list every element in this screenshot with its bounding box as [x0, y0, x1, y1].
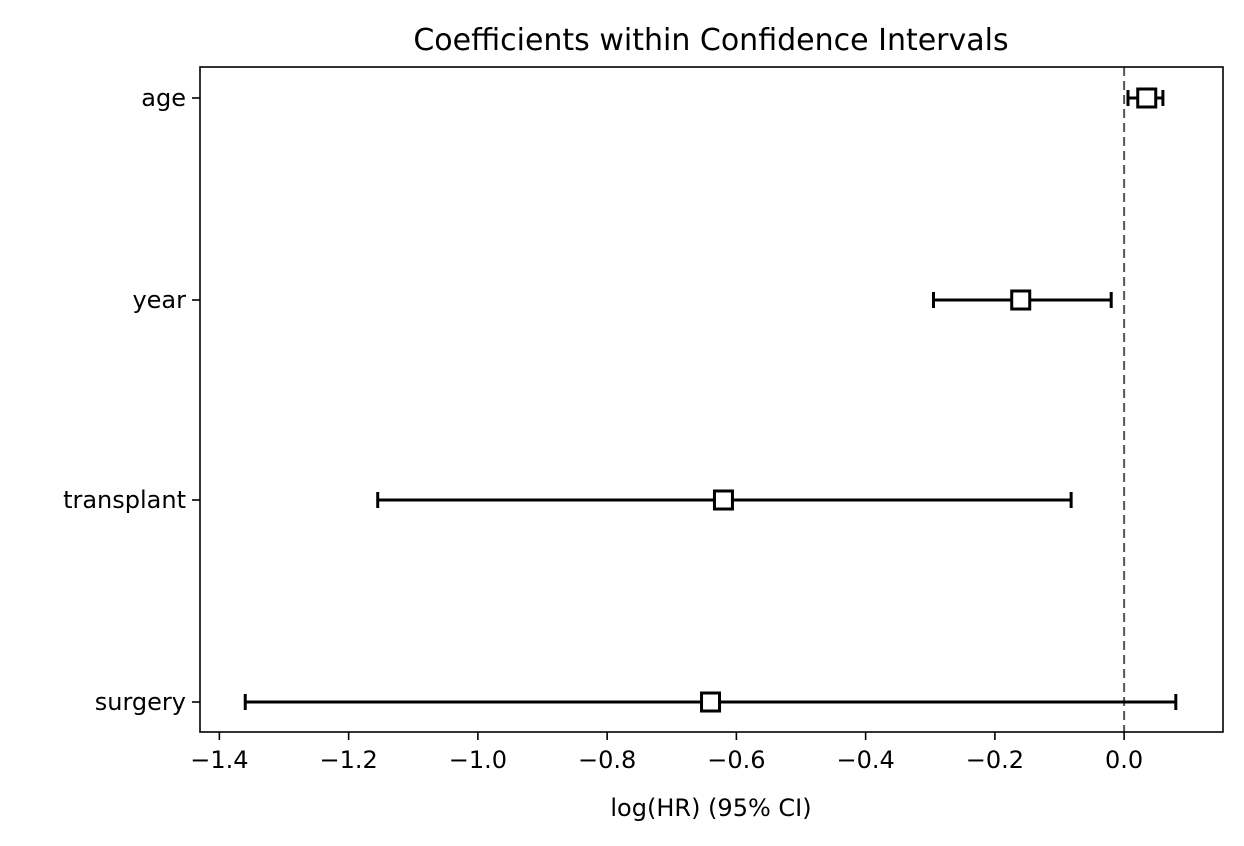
y-tick-label-year: year	[132, 286, 186, 314]
y-tick-label-surgery: surgery	[95, 688, 186, 716]
x-tick-label: −1.2	[319, 746, 377, 774]
x-tick-label: −0.6	[707, 746, 765, 774]
y-tick-label-transplant: transplant	[63, 486, 186, 514]
coef-marker-age	[1136, 87, 1158, 109]
x-tick-label: −1.4	[190, 746, 248, 774]
x-tick-label: −1.0	[449, 746, 507, 774]
x-axis-label: log(HR) (95% CI)	[610, 794, 811, 822]
errorbar-year	[931, 289, 1113, 311]
plot-frame	[199, 66, 1224, 733]
errorbar-transplant	[376, 489, 1073, 511]
y-tick-label-age: age	[141, 84, 186, 112]
coef-marker-transplant	[712, 489, 734, 511]
errorbar-age	[1126, 87, 1165, 109]
coef-marker-year	[1010, 289, 1032, 311]
errorbar-surgery	[243, 691, 1178, 713]
chart-title: Coefficients within Confidence Intervals	[413, 23, 1008, 58]
x-tick-label: −0.2	[966, 746, 1024, 774]
x-tick-label: 0.0	[1105, 746, 1143, 774]
x-tick-label: −0.4	[836, 746, 894, 774]
coef-marker-surgery	[700, 691, 722, 713]
x-tick-label: −0.8	[578, 746, 636, 774]
